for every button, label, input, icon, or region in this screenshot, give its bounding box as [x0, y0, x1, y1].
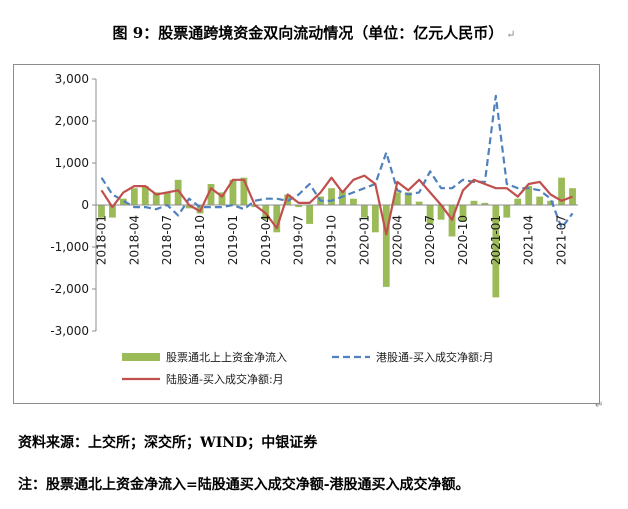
y-tick-label: -2,000 [50, 282, 89, 296]
bar-northbound-net-inflow [547, 200, 555, 205]
x-tick-label: 2018-01 [94, 215, 108, 265]
y-tick-label: 2,000 [55, 114, 89, 128]
bar-northbound-net-inflow [350, 198, 357, 205]
x-tick-label: 2019-04 [259, 215, 273, 265]
bar-northbound-net-inflow [141, 186, 149, 205]
x-tick-label: 2021-01 [489, 215, 503, 265]
bar-northbound-net-inflow [98, 205, 105, 218]
line-southbound-net-buy [100, 94, 574, 230]
x-tick-label: 2020-10 [456, 215, 470, 265]
x-tick-label: 2021-07 [555, 215, 569, 265]
x-tick-label: 2018-04 [127, 215, 141, 265]
bar-northbound-net-inflow [426, 205, 434, 224]
line-northbound-net-buy [100, 174, 573, 236]
bar-northbound-net-inflow [240, 177, 248, 205]
legend-label: 股票通北上上资金净流入 [166, 350, 287, 364]
bar-northbound-net-inflow [360, 205, 368, 218]
legend-label: 陆股通-买入成交净额:月 [166, 372, 284, 386]
source-note: 资料来源：上交所；深交所；WIND；中银证券 [18, 435, 318, 451]
bar-northbound-net-inflow [525, 186, 533, 205]
bar-northbound-net-inflow [306, 205, 314, 224]
x-tick-label: 2019-10 [325, 215, 339, 265]
x-tick-label: 2020-04 [390, 215, 404, 265]
bar-northbound-net-inflow [459, 205, 467, 222]
bar-northbound-net-inflow [382, 205, 390, 287]
bar-northbound-net-inflow [152, 192, 160, 205]
bar-northbound-net-inflow [185, 205, 193, 209]
bar-northbound-net-inflow [514, 198, 522, 205]
bar-northbound-net-inflow [163, 192, 171, 205]
x-tick-label: 2018-07 [160, 215, 174, 265]
bar-northbound-net-inflow [295, 205, 303, 208]
bar-northbound-net-inflow [218, 192, 226, 205]
x-tick-label: 2019-01 [226, 215, 240, 265]
bar-northbound-net-inflow [404, 192, 412, 205]
chart-title: 图 9：股票通跨境资金双向流动情况（单位：亿元人民币） ↵ [0, 22, 628, 43]
chart-title-text: 图 9：股票通跨境资金双向流动情况（单位：亿元人民币） [112, 24, 504, 42]
x-tick-label: 2019-07 [292, 215, 306, 265]
bar-northbound-net-inflow [492, 205, 500, 298]
x-tick-label: 2021-04 [522, 215, 536, 265]
x-tick-label: 2020-01 [357, 215, 371, 265]
bar-northbound-net-inflow [130, 188, 138, 205]
bar-northbound-net-inflow [415, 201, 423, 205]
formula-note: 注：股票通北上资金净流入=陆股通买入成交净额-港股通买入成交净额。 [18, 477, 470, 493]
bar-northbound-net-inflow [207, 184, 215, 205]
paragraph-mark-icon: ↵ [595, 400, 604, 411]
bar-northbound-net-inflow [558, 177, 565, 205]
y-tick-label: 1,000 [55, 156, 89, 170]
paragraph-mark-icon: ↵ [506, 28, 516, 41]
bar-northbound-net-inflow [109, 205, 116, 218]
legend-label: 港股通-买入成交净额:月 [376, 350, 494, 364]
bar-northbound-net-inflow [470, 200, 478, 205]
bar-northbound-net-inflow [174, 179, 182, 205]
legend-swatch-bar [122, 353, 160, 361]
x-tick-label: 2018-10 [193, 215, 207, 265]
y-tick-label: -3,000 [50, 324, 89, 338]
chart-frame [13, 64, 600, 404]
bar-northbound-net-inflow [371, 205, 379, 233]
bar-northbound-net-inflow [229, 179, 237, 205]
y-tick-label: 0 [81, 198, 89, 212]
bar-northbound-net-inflow [481, 202, 489, 205]
bar-northbound-net-inflow [569, 188, 576, 205]
bar-northbound-net-inflow [393, 192, 401, 205]
y-tick-label: 3,000 [55, 72, 89, 86]
y-tick-label: -1,000 [50, 240, 89, 254]
x-tick-label: 2020-07 [423, 215, 437, 265]
bar-northbound-net-inflow [536, 196, 544, 205]
bar-northbound-net-inflow [328, 188, 335, 205]
bar-northbound-net-inflow [503, 205, 511, 218]
bar-northbound-net-inflow [273, 205, 281, 233]
bar-northbound-net-inflow [437, 205, 445, 220]
